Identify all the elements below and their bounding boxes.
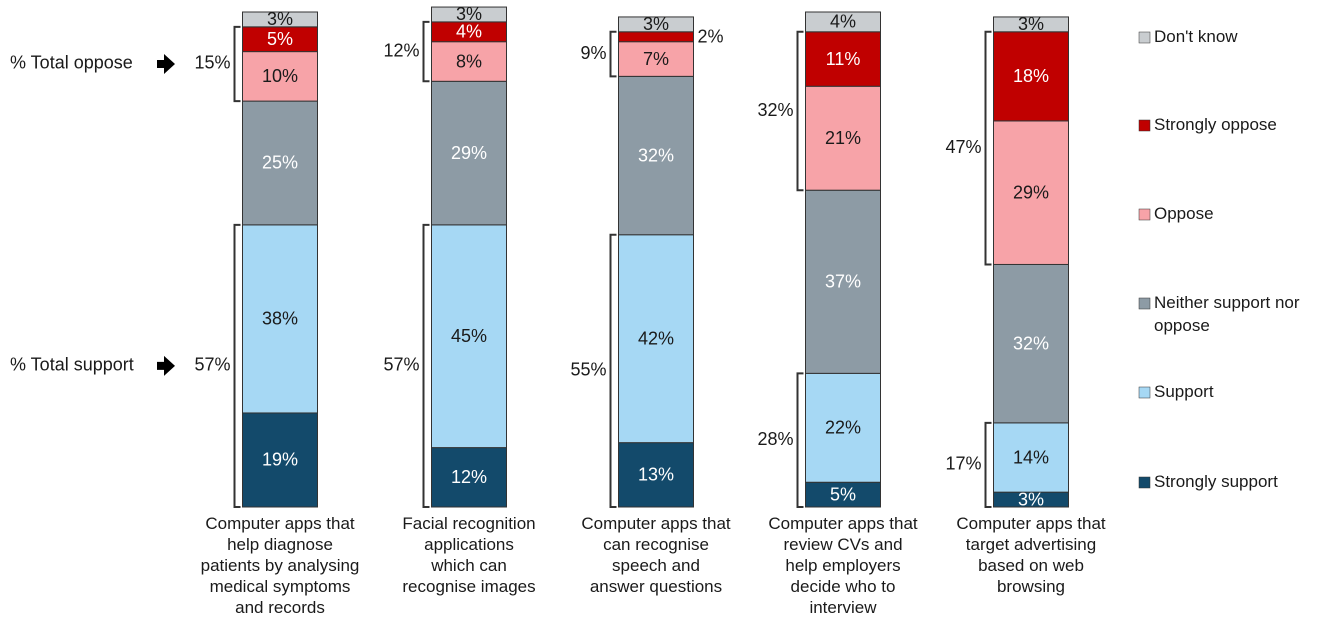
value-label: 4% — [830, 12, 856, 32]
category-label: Computer apps that review CVs and help emp… — [768, 514, 918, 617]
value-label: 32% — [1013, 333, 1049, 353]
legend-swatch — [1138, 119, 1151, 132]
value-label: 5% — [267, 29, 293, 49]
category-label: Facial recognition applications which can r… — [402, 514, 535, 596]
bar-segment — [242, 26, 318, 53]
value-label: 7% — [643, 49, 669, 69]
total-label: 28% — [757, 429, 793, 449]
bar-segment — [805, 372, 881, 483]
bar-segment — [805, 11, 881, 33]
legend-swatch — [1138, 386, 1151, 399]
bracket — [233, 25, 241, 103]
value-label: 11% — [826, 49, 861, 69]
legend-swatch — [1138, 476, 1151, 489]
value-label: 3% — [1018, 14, 1044, 34]
bracket — [984, 30, 992, 266]
bracket — [796, 372, 804, 508]
value-label: 25% — [262, 153, 298, 173]
legend-label: Oppose — [1154, 204, 1214, 223]
category-label: Computer apps that can recognise speech an… — [581, 514, 731, 596]
bar-segment — [805, 85, 881, 191]
bracket — [422, 223, 430, 508]
arrow — [157, 355, 175, 376]
bar-segment — [242, 412, 318, 508]
bar-segment — [618, 16, 694, 33]
category-label: Computer apps that help diagnose patients … — [201, 514, 360, 617]
bar-segment — [618, 442, 694, 508]
value-label: 8% — [456, 51, 482, 71]
value-label: 10% — [262, 66, 298, 86]
bar-segment — [993, 263, 1069, 424]
bracket — [609, 30, 617, 78]
value-label: 3% — [267, 9, 293, 29]
total-label: 47% — [945, 137, 981, 157]
bar-segment — [242, 224, 318, 414]
total-name: % Total support — [10, 355, 134, 375]
bar-segment — [242, 11, 318, 28]
bar-segment — [242, 51, 318, 102]
value-label: 45% — [451, 326, 487, 346]
legend-label: Neither support nor oppose — [1154, 293, 1300, 335]
total-label: 15% — [194, 53, 230, 73]
total-label: 55% — [570, 360, 606, 380]
bracket — [422, 20, 430, 83]
bracket — [796, 30, 804, 192]
value-label: 29% — [451, 143, 487, 163]
bar-segment — [431, 447, 507, 508]
bar-segment — [805, 31, 881, 87]
value-label: 12% — [451, 467, 487, 487]
legend-swatch — [1138, 297, 1151, 310]
total-label: 9% — [580, 43, 606, 63]
arrow — [157, 53, 175, 74]
value-label: 29% — [1013, 182, 1049, 202]
bar-segment — [805, 189, 881, 374]
total-label: 32% — [757, 100, 793, 120]
legend-label: Strongly support — [1154, 472, 1278, 491]
bracket — [609, 233, 617, 508]
legend-swatch — [1138, 208, 1151, 221]
legend-label: Support — [1154, 382, 1214, 401]
legend-label: Don't know — [1154, 27, 1238, 46]
value-label: 3% — [643, 14, 669, 34]
value-label: 22% — [825, 418, 861, 438]
legend-swatch — [1138, 31, 1151, 44]
bar-segment — [993, 120, 1069, 265]
value-label: 14% — [1013, 447, 1049, 467]
bar-segment — [993, 31, 1069, 122]
bar-segment — [431, 6, 507, 23]
bar-segment — [431, 41, 507, 82]
category-label: Computer apps that target advertising base… — [956, 514, 1106, 596]
value-label: 2% — [698, 27, 724, 47]
bracket — [233, 223, 241, 508]
total-label: 17% — [945, 454, 981, 474]
value-label: 19% — [262, 450, 298, 470]
value-label: 42% — [638, 328, 674, 348]
total-label: 57% — [194, 355, 230, 375]
value-label: 32% — [638, 145, 674, 165]
bar-segment — [431, 224, 507, 449]
legend-label: Strongly oppose — [1154, 115, 1277, 134]
total-label: 12% — [383, 40, 419, 60]
bar-segment — [993, 16, 1069, 33]
bar-segment — [431, 80, 507, 226]
value-label: 3% — [456, 4, 482, 24]
value-label: 5% — [830, 484, 856, 504]
value-label: 13% — [638, 465, 674, 485]
value-label: 21% — [825, 128, 861, 148]
value-label: 3% — [1018, 489, 1044, 509]
bar-segment — [618, 75, 694, 236]
value-label: 18% — [1013, 66, 1049, 86]
total-name: % Total oppose — [10, 53, 133, 73]
total-label: 57% — [383, 355, 419, 375]
value-label: 37% — [825, 272, 861, 292]
bar-segment — [805, 481, 881, 508]
bracket — [984, 421, 992, 508]
value-label: 38% — [262, 309, 298, 329]
value-label: 4% — [456, 22, 482, 42]
